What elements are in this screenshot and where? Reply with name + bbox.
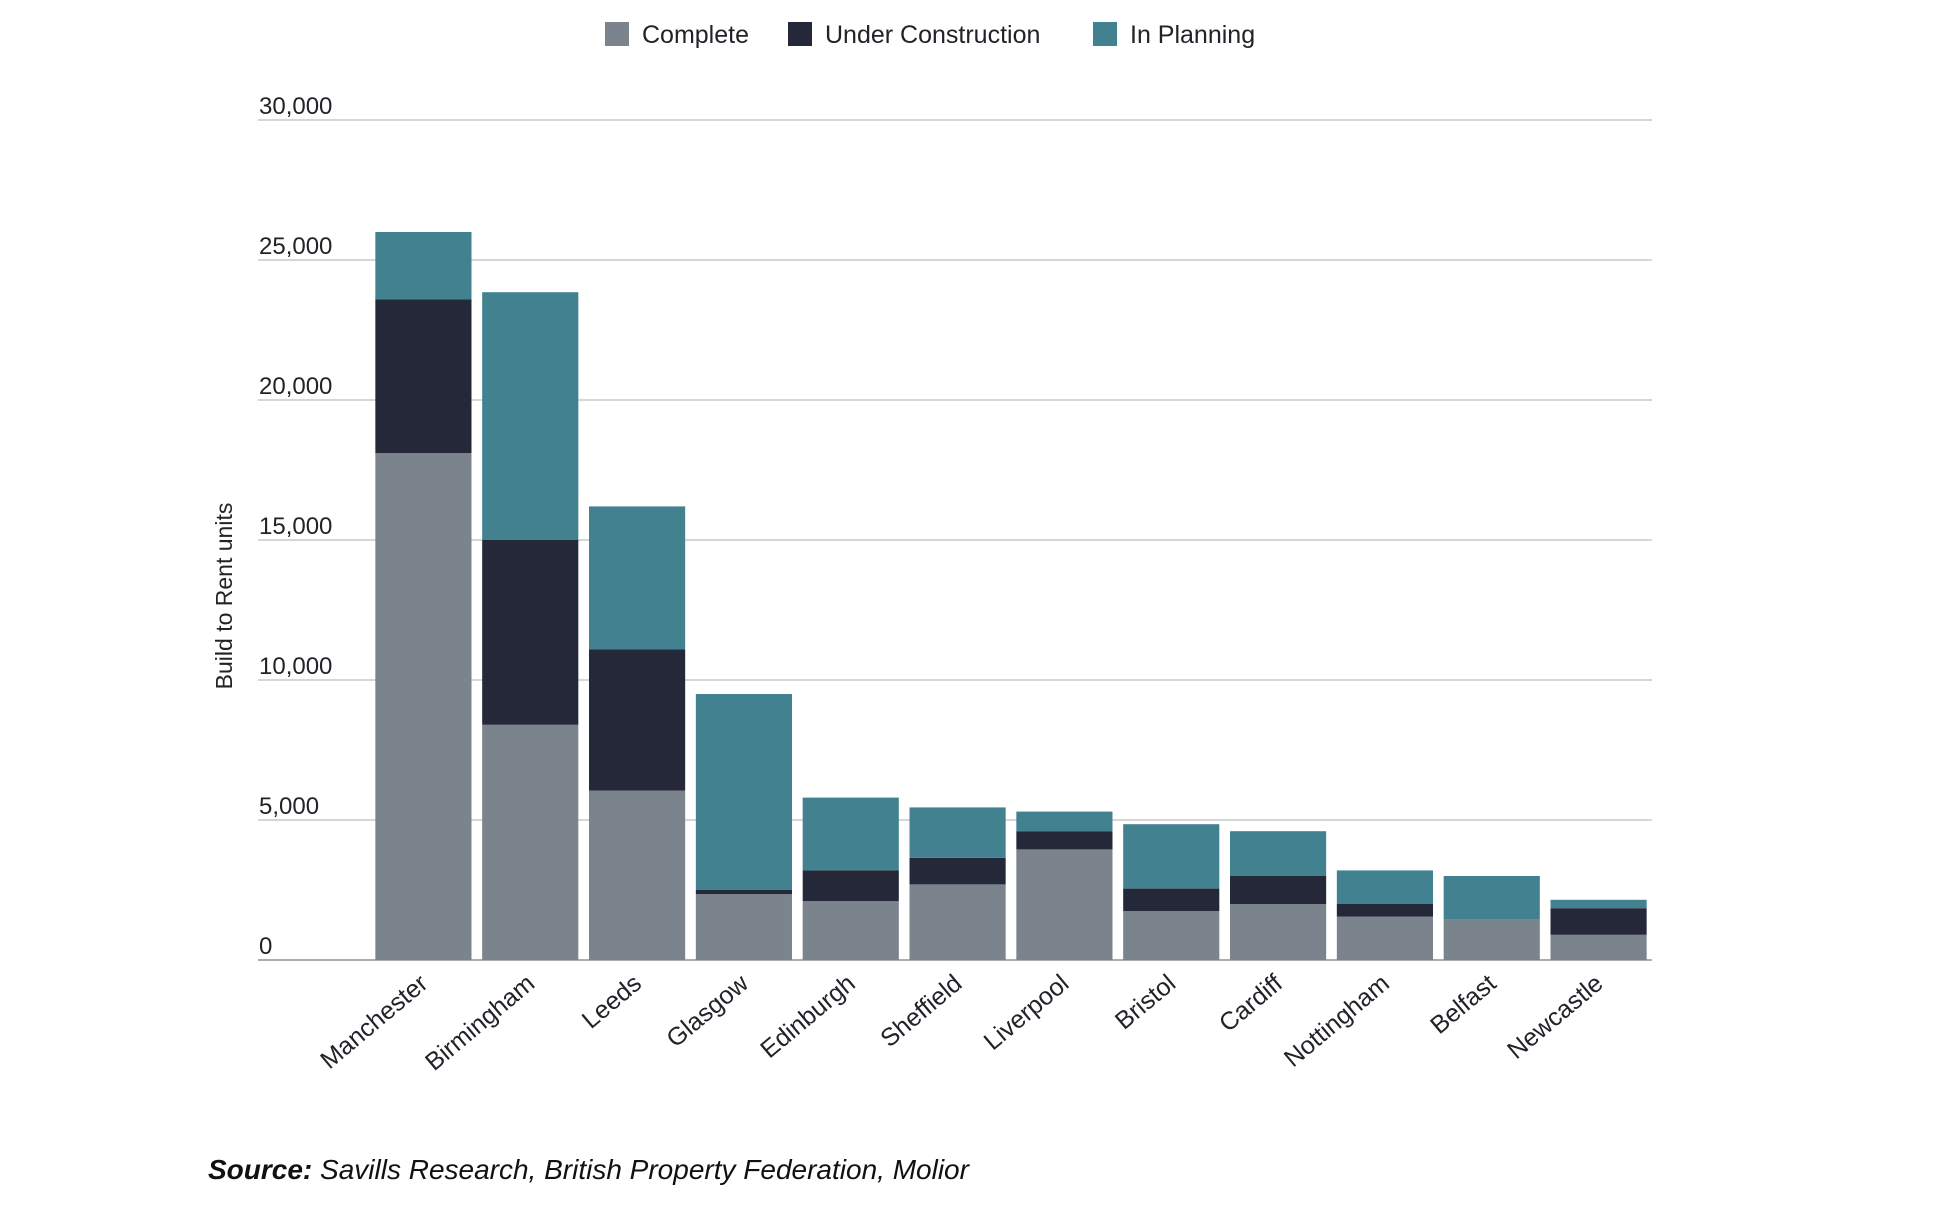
x-tick-label: Sheffield bbox=[875, 969, 967, 1053]
y-axis-title: Build to Rent units bbox=[211, 503, 237, 690]
bar-nottingham-under-construction bbox=[1336, 904, 1433, 917]
y-tick-label: 0 bbox=[259, 933, 272, 960]
bar-leeds-complete bbox=[589, 790, 686, 960]
legend-label: Under Construction bbox=[825, 21, 1040, 49]
legend-swatch-under-construction bbox=[788, 22, 812, 46]
y-tick-label: 20,000 bbox=[259, 373, 332, 400]
x-tick-label: Birmingham bbox=[420, 969, 540, 1076]
bar-birmingham-in-planning bbox=[482, 292, 579, 540]
x-tick-label: Belfast bbox=[1425, 969, 1502, 1040]
x-tick-label: Glasgow bbox=[661, 969, 754, 1054]
legend-swatch-in-planning bbox=[1093, 22, 1117, 46]
x-tick-label: Manchester bbox=[315, 969, 433, 1074]
x-tick-label: Edinburgh bbox=[755, 969, 860, 1064]
bar-newcastle-complete bbox=[1550, 934, 1647, 960]
x-tick-label: Bristol bbox=[1110, 969, 1181, 1035]
x-tick-label: Cardiff bbox=[1214, 969, 1288, 1038]
bar-glasgow-in-planning bbox=[695, 694, 792, 890]
x-tick-label: Newcastle bbox=[1502, 969, 1608, 1065]
bar-liverpool-complete bbox=[1016, 849, 1113, 960]
bar-leeds-under-construction bbox=[589, 649, 686, 791]
bar-belfast-in-planning bbox=[1443, 876, 1540, 920]
bar-bristol-in-planning bbox=[1123, 824, 1220, 889]
y-tick-label: 5,000 bbox=[259, 793, 319, 820]
legend-label: In Planning bbox=[1130, 21, 1255, 49]
y-tick-label: 15,000 bbox=[259, 513, 332, 540]
source-text: Savills Research, British Property Feder… bbox=[312, 1154, 969, 1185]
bar-manchester-complete bbox=[375, 453, 472, 960]
bar-glasgow-under-construction bbox=[695, 890, 792, 895]
bar-birmingham-complete bbox=[482, 724, 579, 960]
bar-liverpool-in-planning bbox=[1016, 811, 1113, 832]
bar-cardiff-in-planning bbox=[1230, 831, 1327, 876]
source-note: Source: Savills Research, British Proper… bbox=[208, 1154, 969, 1186]
y-tick-label: 30,000 bbox=[259, 93, 332, 120]
y-tick-label: 25,000 bbox=[259, 233, 332, 260]
x-tick-label: Nottingham bbox=[1279, 969, 1395, 1073]
bar-edinburgh-complete bbox=[802, 901, 899, 960]
bar-edinburgh-in-planning bbox=[802, 797, 899, 871]
bar-sheffield-under-construction bbox=[909, 857, 1006, 885]
bar-birmingham-under-construction bbox=[482, 540, 579, 725]
bar-sheffield-complete bbox=[909, 884, 1006, 960]
bars bbox=[375, 232, 1647, 960]
x-tick-label: Liverpool bbox=[979, 969, 1075, 1056]
bar-leeds-in-planning bbox=[589, 506, 686, 650]
y-axis-tick-labels: 0 5,000 10,000 15,000 20,000 25,000 30,000 bbox=[259, 93, 332, 960]
bar-liverpool-under-construction bbox=[1016, 831, 1113, 850]
x-tick-label: Leeds bbox=[577, 969, 647, 1034]
bar-newcastle-in-planning bbox=[1550, 899, 1647, 909]
bar-glasgow-complete bbox=[695, 894, 792, 960]
bar-cardiff-under-construction bbox=[1230, 876, 1327, 904]
bar-sheffield-in-planning bbox=[909, 807, 1006, 858]
bar-bristol-complete bbox=[1123, 911, 1220, 960]
source-label: Source: bbox=[208, 1154, 313, 1185]
bar-newcastle-under-construction bbox=[1550, 908, 1647, 935]
legend-label: Complete bbox=[642, 21, 749, 49]
bar-nottingham-complete bbox=[1336, 916, 1433, 960]
legend: Complete Under Construction In Planning bbox=[605, 21, 1255, 49]
bar-edinburgh-under-construction bbox=[802, 870, 899, 902]
legend-swatch-complete bbox=[605, 22, 629, 46]
y-tick-label: 10,000 bbox=[259, 653, 332, 680]
bar-bristol-under-construction bbox=[1123, 888, 1220, 911]
bar-manchester-under-construction bbox=[375, 299, 472, 454]
bar-cardiff-complete bbox=[1230, 904, 1327, 960]
bar-belfast-complete bbox=[1443, 919, 1540, 960]
bar-nottingham-in-planning bbox=[1336, 870, 1433, 904]
bar-manchester-in-planning bbox=[375, 232, 472, 300]
